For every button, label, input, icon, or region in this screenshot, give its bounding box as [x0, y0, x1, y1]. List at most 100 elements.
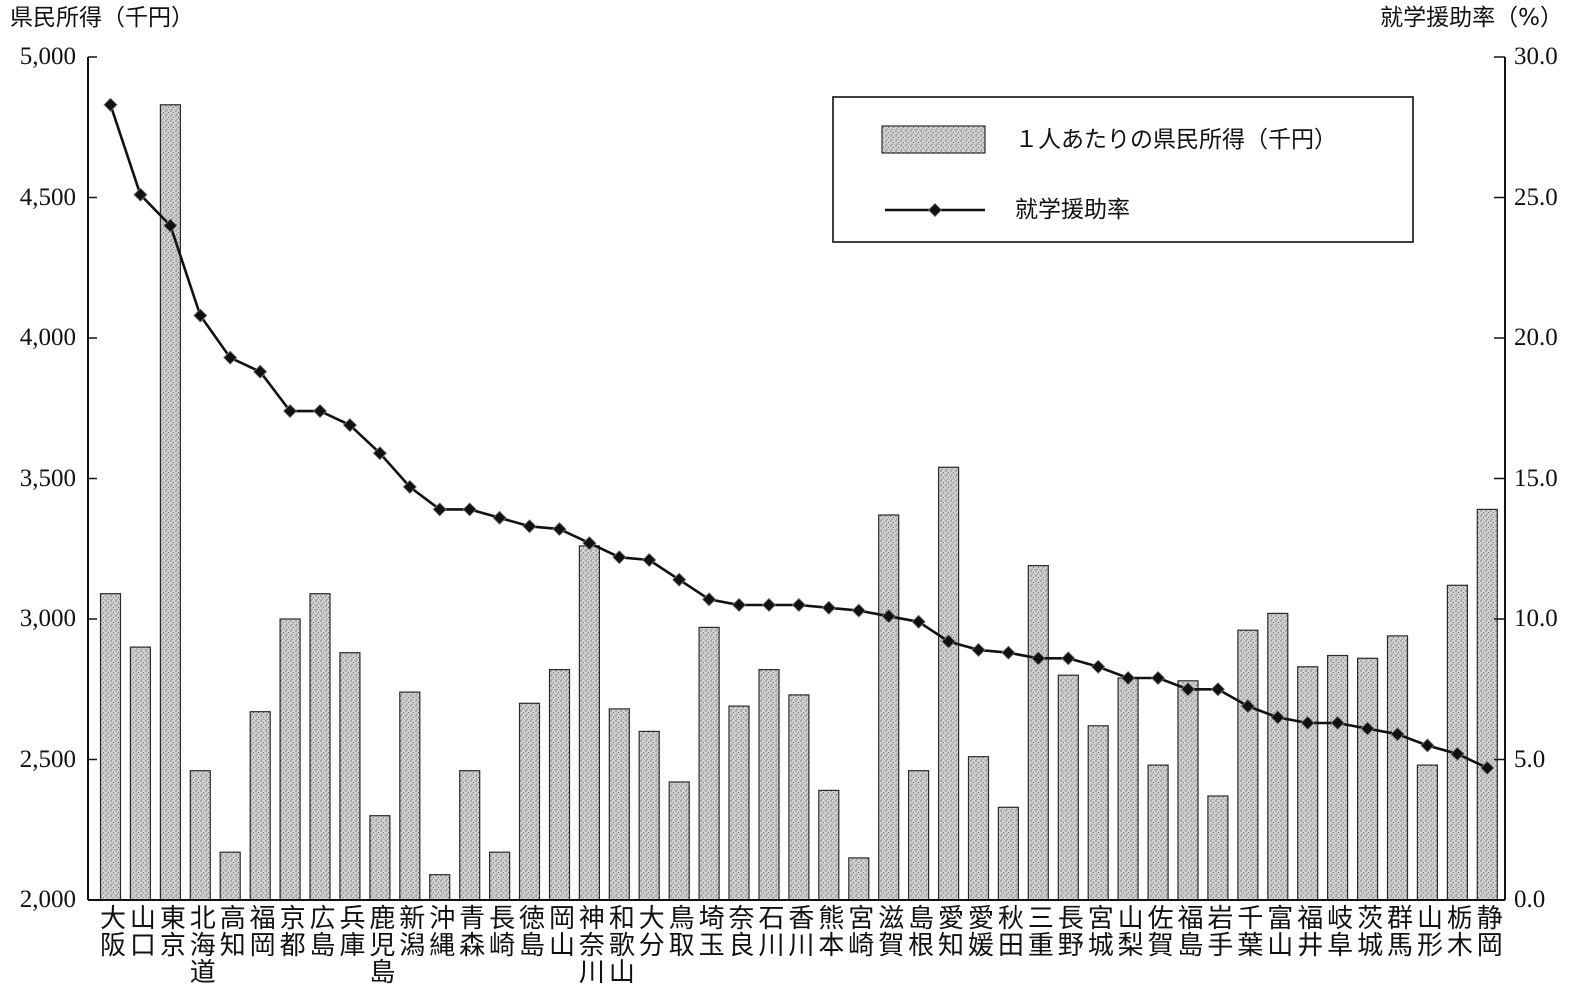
y-right-tick-label: 15.0 — [1514, 464, 1558, 492]
rate-point — [881, 609, 896, 624]
rate-point — [193, 308, 208, 323]
x-tick-label: 新潟 — [394, 904, 425, 958]
x-tick-label: 山形 — [1412, 904, 1443, 958]
legend-label-income: １人あたりの県民所得（千円） — [1015, 127, 1337, 153]
rate-point — [402, 479, 417, 494]
income-bar — [1027, 564, 1049, 901]
x-tick-label: 石川 — [753, 904, 784, 958]
income-bar — [907, 770, 930, 901]
income-bar — [219, 851, 241, 901]
rate-point — [791, 597, 806, 613]
income-bar — [429, 874, 451, 901]
income-bar — [459, 770, 481, 901]
income-bar — [489, 851, 511, 901]
x-tick-label: 埼玉 — [694, 904, 725, 958]
rate-point — [821, 600, 836, 615]
rate-point — [133, 187, 148, 202]
x-tick-label: 秋田 — [993, 904, 1024, 958]
x-tick-label: 奈良 — [724, 904, 755, 958]
x-tick-label: 静岡 — [1472, 904, 1503, 958]
income-bar — [1326, 654, 1349, 901]
rate-point — [941, 634, 956, 649]
rate-point — [1121, 670, 1136, 686]
rate-point — [1061, 651, 1076, 666]
y-left-tick-label: 3,000 — [19, 605, 76, 632]
x-tick-label: 高知 — [215, 904, 246, 958]
income-bar — [279, 618, 301, 901]
x-tick-label: 青森 — [454, 904, 485, 958]
x-tick-label: 長野 — [1053, 904, 1084, 958]
legend-box — [832, 96, 1414, 243]
x-tick-label: 山梨 — [1113, 904, 1144, 958]
rate-point — [971, 642, 986, 657]
income-bar — [309, 593, 331, 901]
y-left-tick-label: 5,000 — [19, 43, 76, 70]
income-bar — [548, 668, 571, 901]
income-bar — [937, 466, 960, 901]
x-tick-label: 福島 — [1172, 904, 1203, 958]
rate-point — [163, 218, 178, 233]
legend-label-rate: 就学援助率 — [1015, 197, 1130, 223]
rate-point — [1240, 699, 1255, 714]
rate-point — [642, 552, 657, 568]
income-bar — [1057, 674, 1079, 901]
x-tick-label: 京都 — [275, 904, 306, 958]
x-tick-label: 熊本 — [813, 904, 844, 958]
y-right-axis-title: 就学援助率（%） — [1380, 5, 1563, 31]
rate-point — [761, 597, 777, 613]
rate-point — [612, 550, 627, 565]
income-bar — [608, 708, 630, 901]
income-bar — [578, 545, 601, 901]
x-tick-label: 鳥取 — [664, 904, 695, 958]
x-tick-label: 香川 — [783, 904, 814, 958]
rate-point — [103, 97, 118, 112]
rate-point — [1450, 746, 1465, 761]
rate-point — [1210, 682, 1225, 697]
rate-point — [432, 502, 447, 517]
income-bar — [638, 730, 660, 901]
income-bar — [728, 705, 750, 901]
income-bar — [1207, 795, 1229, 901]
rate-point — [342, 418, 358, 433]
x-tick-label: 愛媛 — [963, 904, 994, 958]
x-tick-label: 富山 — [1262, 904, 1293, 958]
x-tick-label: 鹿児島 — [364, 904, 395, 985]
x-tick-label: 大阪 — [95, 904, 126, 958]
x-tick-label: 佐賀 — [1143, 904, 1174, 958]
y-left-tick-label: 2,500 — [19, 745, 76, 773]
income-bar — [788, 694, 810, 901]
income-bar — [249, 711, 271, 901]
y-left-axis-title: 県民所得（千円） — [10, 5, 194, 31]
rate-point — [911, 614, 926, 629]
income-bar — [1476, 508, 1498, 901]
legend — [832, 96, 1414, 243]
rate-point — [1001, 645, 1016, 660]
income-bar — [189, 770, 211, 901]
rate-point — [1300, 715, 1315, 731]
rate-point — [552, 522, 567, 537]
income-bar — [668, 781, 690, 901]
y-right-tick-label: 30.0 — [1514, 43, 1558, 70]
rate-points — [103, 97, 1495, 775]
rate-point — [1420, 738, 1435, 753]
x-tick-label: 岩手 — [1202, 904, 1233, 958]
income-bar — [967, 756, 990, 901]
y-right-tick-label: 25.0 — [1514, 183, 1558, 211]
income-bar — [818, 789, 840, 901]
rate-point — [283, 403, 298, 419]
y-right-tick-label: 5.0 — [1514, 745, 1546, 773]
x-tick-label: 和歌山 — [604, 904, 635, 985]
legend-swatch-marker — [927, 202, 943, 218]
x-tick-label: 徳島 — [514, 904, 545, 958]
y-right-tick-label: 0.0 — [1514, 886, 1546, 913]
income-bar — [698, 626, 720, 901]
y-right-tick-label: 10.0 — [1514, 605, 1558, 632]
income-bar — [1386, 635, 1409, 901]
x-tick-label: 島根 — [903, 904, 934, 958]
income-bar — [1446, 584, 1469, 901]
rate-point — [1360, 721, 1375, 736]
rate-point — [1150, 670, 1166, 686]
rate-point — [1270, 710, 1285, 725]
rate-point — [372, 446, 387, 461]
